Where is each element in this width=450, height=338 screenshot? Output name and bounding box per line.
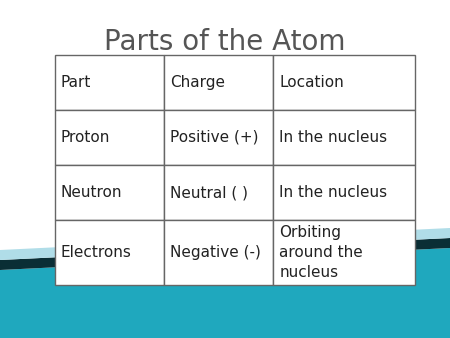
- Bar: [273, 165, 415, 220]
- Bar: [273, 55, 415, 110]
- Bar: [273, 220, 415, 285]
- Text: Neutral ( ): Neutral ( ): [170, 185, 248, 200]
- Text: Electrons: Electrons: [61, 245, 132, 260]
- Text: Parts of the Atom: Parts of the Atom: [104, 28, 346, 56]
- Text: Proton: Proton: [61, 130, 110, 145]
- Text: Orbiting
around the
nucleus: Orbiting around the nucleus: [279, 225, 363, 280]
- Text: Location: Location: [279, 75, 344, 90]
- Polygon shape: [0, 248, 450, 338]
- Text: Positive (+): Positive (+): [170, 130, 259, 145]
- Bar: [273, 110, 415, 165]
- Text: In the nucleus: In the nucleus: [279, 130, 387, 145]
- Bar: [55, 220, 164, 285]
- Bar: [164, 220, 273, 285]
- Bar: [164, 55, 273, 110]
- Polygon shape: [0, 238, 450, 270]
- Text: In the nucleus: In the nucleus: [279, 185, 387, 200]
- Text: Negative (-): Negative (-): [170, 245, 261, 260]
- Bar: [55, 165, 164, 220]
- Text: Neutron: Neutron: [61, 185, 122, 200]
- Polygon shape: [0, 228, 450, 260]
- Bar: [55, 110, 164, 165]
- Bar: [55, 55, 164, 110]
- Bar: [164, 165, 273, 220]
- Bar: [164, 110, 273, 165]
- Text: Part: Part: [61, 75, 91, 90]
- Text: Charge: Charge: [170, 75, 225, 90]
